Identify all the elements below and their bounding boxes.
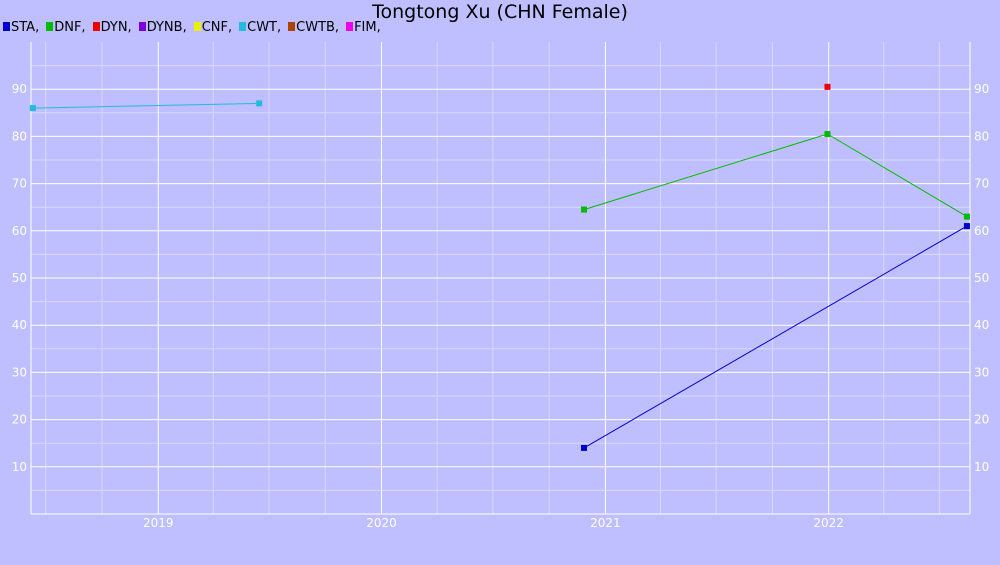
data-point-cwt [29, 105, 36, 112]
legend-swatch [92, 22, 100, 31]
legend-item: CWTB, [288, 20, 339, 35]
legend-swatch [193, 22, 201, 31]
x-tick-label: 2020 [366, 516, 397, 530]
x-tick-label: 2021 [590, 516, 621, 530]
y-tick-label-left: 80 [12, 129, 27, 143]
legend-label: CNF, [201, 20, 233, 35]
y-tick-label-right: 70 [974, 177, 989, 191]
legend-swatch [288, 22, 296, 31]
legend-item: DNF, [46, 20, 86, 35]
legend-label: STA, [11, 20, 40, 35]
legend-swatch [239, 22, 247, 31]
data-point-dyn [824, 83, 831, 90]
data-point-dnf [581, 206, 588, 213]
legend-item: DYN, [92, 20, 132, 35]
y-tick-label-left: 70 [12, 177, 27, 191]
y-tick-label-left: 60 [12, 224, 27, 238]
x-tick-label: 2019 [143, 516, 174, 530]
y-tick-label-left: 30 [12, 365, 27, 379]
legend-swatch [138, 22, 146, 31]
y-tick-label-right: 90 [974, 82, 989, 96]
data-point-sta [581, 444, 588, 451]
legend-item: CNF, [193, 20, 233, 35]
legend-swatch [3, 22, 10, 31]
legend: STA, DNF, DYN, DYNB, CNF, CWT, CWTB, FIM, [3, 20, 388, 36]
y-tick-label-left: 10 [12, 460, 27, 474]
series-line-cwt [32, 102, 260, 109]
y-tick-label-right: 10 [974, 460, 989, 474]
legend-item: CWT, [239, 20, 281, 35]
y-tick-label-right: 60 [974, 224, 989, 238]
legend-label: CWTB, [296, 20, 340, 35]
x-tick-label: 2022 [813, 516, 844, 530]
y-tick-label-left: 50 [12, 271, 27, 285]
legend-item: STA, [3, 20, 39, 35]
y-tick-label-right: 30 [974, 365, 989, 379]
data-point-cwt [256, 100, 263, 107]
legend-label: DYNB, [146, 20, 187, 35]
y-tick-label-left: 90 [12, 82, 27, 96]
legend-label: DNF, [54, 20, 86, 35]
legend-label: DYN, [100, 20, 132, 35]
series-line-sta [583, 225, 968, 449]
legend-item: FIM, [346, 20, 381, 35]
y-tick-label-right: 50 [974, 271, 989, 285]
y-tick-label-left: 40 [12, 318, 27, 332]
data-point-sta [963, 223, 970, 230]
legend-swatch [46, 22, 54, 31]
data-point-dnf [963, 213, 970, 220]
y-tick-label-left: 20 [12, 413, 27, 427]
legend-label: FIM, [354, 20, 381, 35]
series-line-dnf [583, 133, 968, 218]
chart-title: Tongtong Xu (CHN Female) [372, 1, 628, 23]
legend-label: CWT, [247, 20, 282, 35]
y-tick-label-right: 40 [974, 318, 989, 332]
legend-swatch [346, 22, 354, 31]
data-point-dnf [824, 131, 831, 138]
y-tick-label-right: 80 [974, 129, 989, 143]
y-tick-label-right: 20 [974, 413, 989, 427]
legend-item: DYNB, [138, 20, 187, 35]
